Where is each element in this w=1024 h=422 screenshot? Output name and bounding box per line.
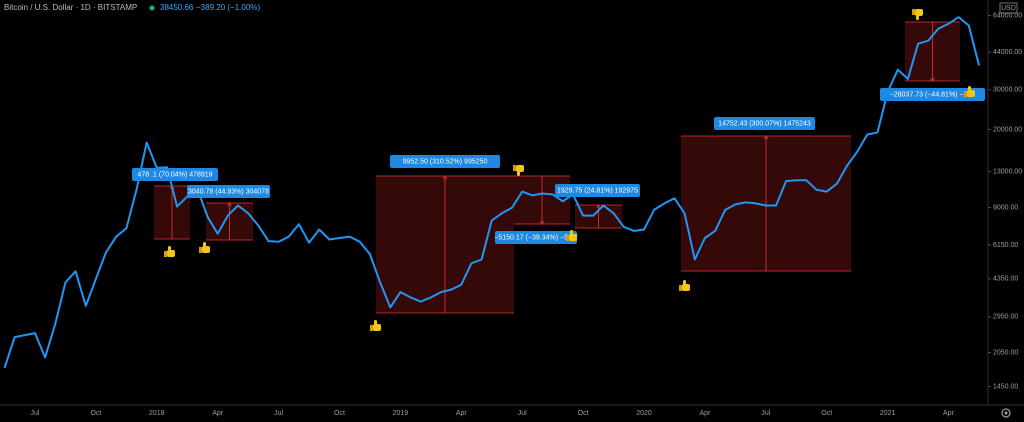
thumb-cuff — [679, 285, 682, 291]
x-tick-label: 2019 — [393, 410, 409, 417]
thumb-cuff — [199, 247, 202, 253]
y-tick-label: 44000.00 — [993, 49, 1022, 56]
thumb-cuff — [164, 251, 167, 257]
thumb-icon — [164, 246, 175, 257]
thumb-finger — [374, 320, 377, 325]
thumb-finger — [968, 86, 971, 91]
x-tick-label: Apr — [212, 410, 224, 417]
measure-arrow-head — [539, 220, 545, 225]
measure-arrow-head — [596, 204, 601, 209]
x-tick-label: 2021 — [880, 410, 896, 417]
measure-label: −28037.73 (−44.81%) −280 — [890, 91, 976, 98]
x-tick-label: 2018 — [149, 410, 165, 417]
settings-icon[interactable] — [1001, 408, 1011, 418]
x-tick-label: Apr — [943, 410, 955, 417]
measure-label: 478 .1 (70.04%) 478919 — [137, 171, 212, 178]
chart-title: Bitcoin / U.S. Dollar · 1D · BITSTAMP — [4, 3, 137, 12]
measure-arrow-head — [227, 202, 232, 207]
thumb-cuff — [370, 325, 373, 331]
thumb-icon — [679, 280, 690, 291]
x-tick-label: Jul — [518, 410, 527, 417]
x-tick-label: Jul — [761, 410, 770, 417]
thumb-icon — [199, 242, 210, 253]
measure-label: 9952.50 (310.52%) 995250 — [403, 158, 488, 165]
y-tick-label: 2050.00 — [993, 349, 1018, 356]
price-change: −389.20 (−1.00%) — [196, 3, 260, 12]
status-dot — [149, 5, 155, 11]
thumb-icon — [513, 165, 524, 176]
thumb-cuff — [566, 235, 569, 241]
thumb-finger — [916, 15, 919, 20]
measure-label-bg — [187, 185, 270, 198]
thumb-finger — [203, 242, 206, 247]
y-tick-label: 64000.00 — [993, 12, 1022, 19]
thumb-icon — [370, 320, 381, 331]
currency-label[interactable]: USD — [1001, 5, 1016, 12]
measure-label: 1929.75 (24.81%) 192975 — [557, 187, 638, 194]
measure-label-bg — [555, 184, 640, 197]
y-tick-label: 9000.00 — [993, 205, 1018, 212]
thumb-cuff — [964, 91, 967, 97]
y-tick-label: 2950.00 — [993, 314, 1018, 321]
measure-label-bg — [132, 168, 218, 181]
thumb-finger — [683, 280, 686, 285]
thumb-finger — [168, 246, 171, 251]
thumb-palm — [373, 324, 381, 331]
y-tick-label: 13000.00 — [993, 168, 1022, 175]
thumb-palm — [202, 246, 210, 253]
measure-label-bg — [880, 88, 985, 101]
x-tick-label: 2020 — [636, 410, 652, 417]
x-tick-label: Oct — [821, 410, 832, 417]
measure-arrow-head — [763, 135, 769, 140]
measure-label-bg — [714, 117, 815, 130]
x-tick-label: Jul — [31, 410, 40, 417]
thumb-finger — [570, 230, 573, 235]
measure-label-bg — [495, 231, 577, 244]
thumb-cuff — [912, 9, 915, 15]
thumb-palm — [967, 90, 975, 97]
thumb-palm — [569, 234, 577, 241]
measure-label-bg — [390, 155, 500, 168]
thumb-cuff — [513, 165, 516, 171]
x-tick-label: Oct — [90, 410, 101, 417]
measure-label: 3040.78 (44.93%) 304078 — [188, 188, 269, 195]
plot-area — [3, 16, 980, 369]
measure-arrow-head — [442, 175, 448, 180]
thumb-icon — [964, 86, 975, 97]
measure-label: −5150.17 (−39.34%) −5 17 — [494, 234, 578, 241]
y-tick-label: 4350.00 — [993, 276, 1018, 283]
thumb-icon — [912, 9, 923, 20]
x-tick-label: Oct — [578, 410, 589, 417]
y-tick-label: 1450.00 — [993, 383, 1018, 390]
measure-arrow-head — [930, 77, 935, 82]
x-tick-label: Jul — [274, 410, 283, 417]
last-price: 38450.66 — [160, 3, 194, 12]
currency-box[interactable] — [999, 2, 1018, 14]
x-tick-label: Oct — [334, 410, 345, 417]
x-tick-label: Apr — [456, 410, 468, 417]
thumb-palm — [516, 165, 524, 172]
price-line — [3, 16, 980, 369]
thumb-icon — [566, 230, 577, 241]
thumb-finger — [517, 171, 520, 176]
y-tick-label: 30000.00 — [993, 87, 1022, 94]
measure-label: 14752.43 (300.07%) 1475243 — [718, 120, 811, 127]
thumb-palm — [682, 284, 690, 291]
thumb-palm — [915, 9, 923, 16]
y-tick-label: 20000.00 — [993, 126, 1022, 133]
y-tick-label: 6150.00 — [993, 242, 1018, 249]
x-tick-label: Apr — [699, 410, 711, 417]
thumb-palm — [167, 250, 175, 257]
